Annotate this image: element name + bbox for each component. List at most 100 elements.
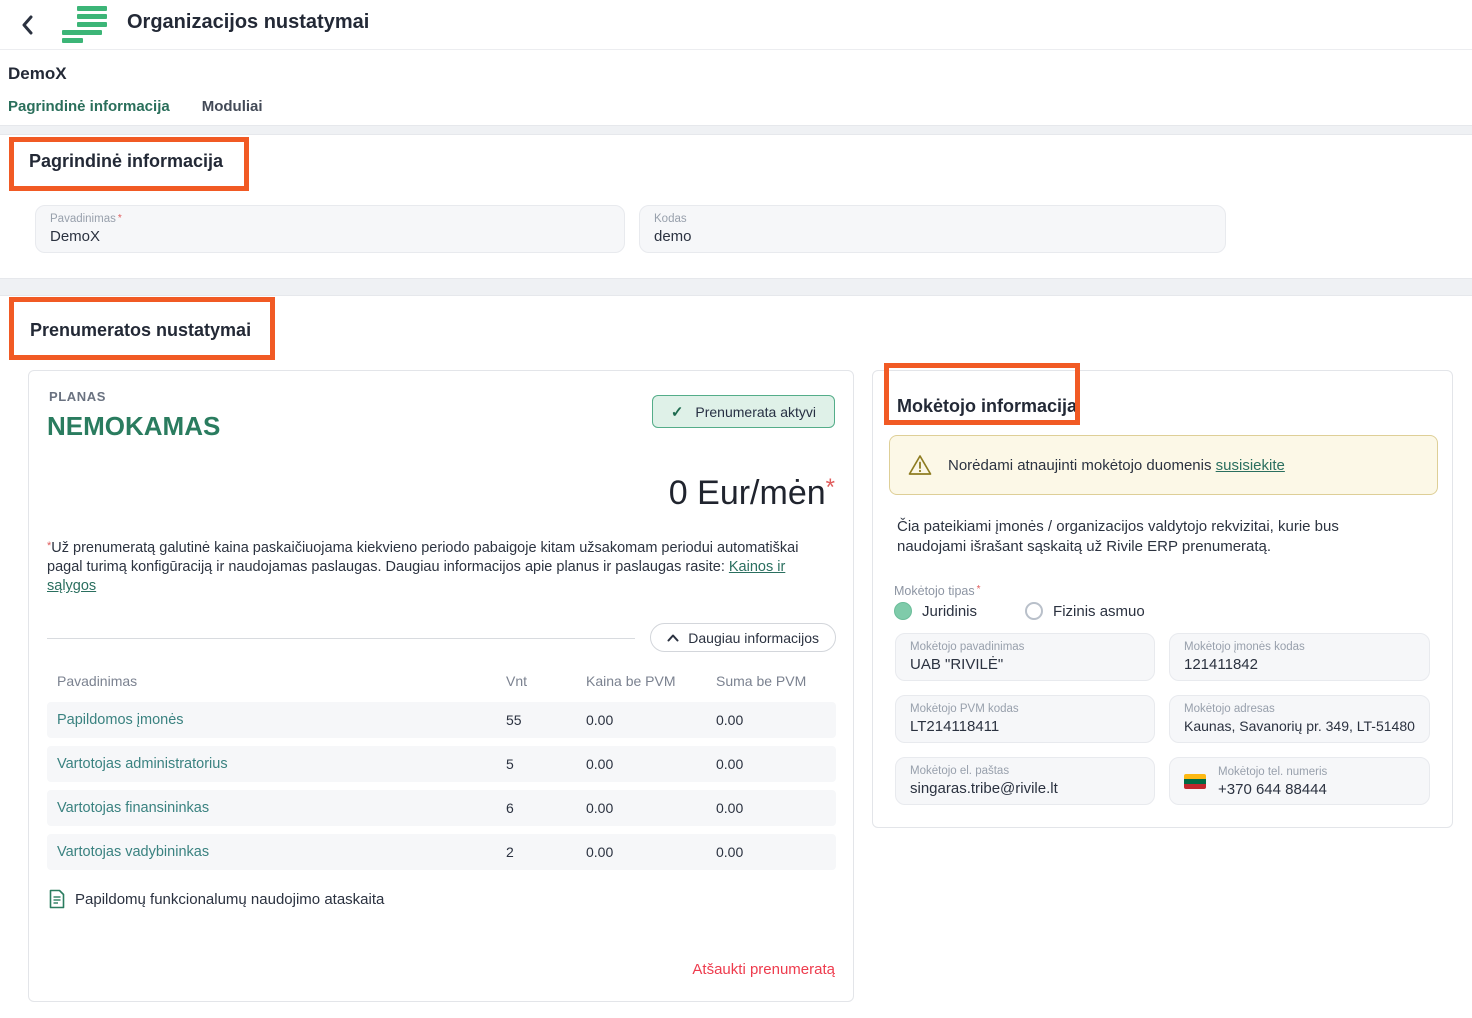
row-qty: 2: [506, 844, 514, 860]
table-row: Papildomos įmonės 55 0.00 0.00: [47, 702, 836, 738]
payer-type-label: Mokėtojo tipas *: [894, 584, 981, 598]
required-mark: *: [976, 584, 981, 595]
col-suma: Suma be PVM: [716, 673, 807, 689]
radio-fizinis-label: Fizinis asmuo: [1053, 602, 1145, 620]
subscription-heading: Prenumeratos nustatymai: [30, 320, 252, 340]
radio-juridinis-label: Juridinis: [922, 602, 978, 620]
warning-icon: [908, 455, 932, 475]
rivile-logo-icon: [62, 6, 110, 44]
document-icon: [49, 889, 65, 909]
top-header: Organizacijos nustatymai: [0, 0, 1472, 50]
payer-warning-banner: Norėdami atnaujinti mokėtojo duomenis su…: [889, 435, 1438, 495]
table-row: Vartotojas finansininkas 6 0.00 0.00: [47, 790, 836, 826]
payer-fields: Mokėtojo pavadinimas UAB "RIVILĖ" Mokėto…: [895, 633, 1430, 805]
lithuania-flag-icon: [1184, 774, 1206, 789]
annotation-box-payer: [884, 363, 1080, 425]
price-asterisk: *: [825, 474, 835, 501]
row-sum: 0.00: [716, 756, 744, 772]
row-name-link[interactable]: Vartotojas administratorius: [57, 756, 228, 772]
code-field[interactable]: Kodas demo: [639, 205, 1226, 253]
row-name-link[interactable]: Vartotojas vadybininkas: [57, 844, 210, 860]
plan-name: NEMOKAMAS: [47, 411, 221, 441]
check-icon: ✓: [670, 403, 684, 421]
col-pavadinimas: Pavadinimas: [57, 673, 138, 689]
row-price: 0.00: [586, 800, 614, 816]
price: 0 Eur/mėn*: [668, 474, 835, 512]
main-info-heading: Pagrindinė informacija: [29, 151, 224, 171]
row-qty: 55: [506, 712, 522, 728]
tab-moduliai[interactable]: Moduliai: [201, 98, 263, 115]
table-header: Pavadinimas Vnt Kaina be PVM Suma be PVM: [47, 673, 836, 689]
row-sum: 0.00: [716, 712, 744, 728]
radio-unselected-icon: [1025, 602, 1044, 620]
payer-description: Čia pateikiami įmonės / organizacijos va…: [897, 518, 1339, 556]
price-footnote: *Už prenumeratą galutinė kaina paskaičiu…: [47, 540, 799, 595]
cancel-subscription-link[interactable]: Atšaukti prenumeratą: [692, 961, 835, 978]
payer-address-value: Kaunas, Savanorių pr. 349, LT-51480: [1184, 718, 1415, 734]
back-button[interactable]: [14, 12, 40, 38]
contact-us-link[interactable]: susisiekite: [1215, 456, 1285, 474]
annotation-box-subscription: [9, 297, 275, 360]
plan-card: PLANAS NEMOKAMAS ✓ Prenumerata aktyvi 0 …: [28, 370, 854, 1002]
annotation-box-main-info: [9, 137, 249, 191]
row-qty: 5: [506, 756, 514, 772]
organization-name: DemoX: [8, 64, 67, 83]
plan-items-table: Papildomos įmonės 55 0.00 0.00 Vartotoja…: [47, 702, 836, 878]
warning-text: Norėdami atnaujinti mokėtojo duomenis su…: [948, 456, 1285, 474]
code-field-label: Kodas: [654, 213, 687, 225]
section-separator: [0, 125, 1472, 135]
name-field[interactable]: Pavadinimas * DemoX: [35, 205, 625, 253]
footnote-asterisk: *: [47, 540, 52, 552]
name-field-value: DemoX: [50, 228, 101, 245]
row-name-link[interactable]: Vartotojas finansininkas: [57, 800, 210, 816]
payer-phone-value: +370 644 88444: [1218, 780, 1327, 798]
payer-company-code-value: 121411842: [1184, 656, 1258, 673]
row-price: 0.00: [586, 844, 614, 860]
row-price: 0.00: [586, 712, 614, 728]
row-qty: 6: [506, 800, 514, 816]
table-row: Vartotojas administratorius 5 0.00 0.00: [47, 746, 836, 782]
radio-selected-icon: [894, 602, 912, 620]
usage-report-link[interactable]: Papildomų funkcionalumų naudojimo ataska…: [49, 889, 384, 909]
payer-phone-label: Mokėtojo tel. numeris: [1218, 765, 1328, 778]
payer-vat-code-field[interactable]: Mokėtojo PVM kodas LT214118411: [895, 695, 1155, 743]
row-sum: 0.00: [716, 800, 744, 816]
name-field-label: Pavadinimas *: [50, 213, 122, 225]
pricing-terms-link[interactable]: Kainos ir sąlygos: [47, 559, 786, 595]
payer-address-field[interactable]: Mokėtojo adresas Kaunas, Savanorių pr. 3…: [1169, 695, 1430, 743]
col-vnt: Vnt: [506, 673, 528, 689]
status-badge-label: Prenumerata aktyvi: [695, 403, 816, 420]
payer-phone-field[interactable]: Mokėtojo tel. numeris +370 644 88444: [1169, 757, 1430, 805]
payer-address-label: Mokėtojo adresas: [1184, 703, 1275, 715]
row-price: 0.00: [586, 756, 614, 772]
divider: [47, 638, 635, 639]
chevron-up-icon: [667, 634, 679, 641]
radio-juridinis[interactable]: Juridinis: [894, 602, 977, 620]
more-info-label: Daugiau informacijos: [688, 629, 819, 646]
required-mark: *: [117, 213, 122, 224]
payer-company-code-field[interactable]: Mokėtojo įmonės kodas 121411842: [1169, 633, 1430, 681]
payer-name-label: Mokėtojo pavadinimas: [910, 641, 1025, 653]
code-field-value: demo: [654, 228, 692, 245]
payer-name-field[interactable]: Mokėtojo pavadinimas UAB "RIVILĖ": [895, 633, 1155, 681]
payer-email-label: Mokėtojo el. paštas: [910, 765, 1010, 777]
status-badge: ✓ Prenumerata aktyvi: [651, 395, 835, 428]
usage-report-label: Papildomų funkcionalumų naudojimo ataska…: [75, 890, 385, 908]
row-sum: 0.00: [716, 844, 744, 860]
more-info-button[interactable]: Daugiau informacijos: [650, 623, 836, 652]
payer-name-value: UAB "RIVILĖ": [910, 656, 1004, 673]
payer-email-value: singaras.tribe@rivile.lt: [910, 780, 1058, 797]
radio-fizinis-asmuo[interactable]: Fizinis asmuo: [1025, 602, 1145, 620]
payer-heading: Mokėtojo informacija: [897, 396, 1078, 416]
payer-vat-code-label: Mokėtojo PVM kodas: [910, 703, 1019, 715]
payer-company-code-label: Mokėtojo įmonės kodas: [1184, 641, 1305, 653]
page-title: Organizacijos nustatymai: [127, 11, 370, 33]
row-name-link[interactable]: Papildomos įmonės: [57, 712, 184, 728]
chevron-left-icon: [22, 15, 33, 35]
section-separator: [0, 278, 1472, 296]
payer-card: Mokėtojo informacija Norėdami atnaujinti…: [872, 370, 1453, 828]
payer-vat-code-value: LT214118411: [910, 718, 1000, 735]
col-kaina: Kaina be PVM: [586, 673, 676, 689]
plan-label: PLANAS: [49, 389, 107, 404]
payer-email-field[interactable]: Mokėtojo el. paštas singaras.tribe@rivil…: [895, 757, 1155, 805]
